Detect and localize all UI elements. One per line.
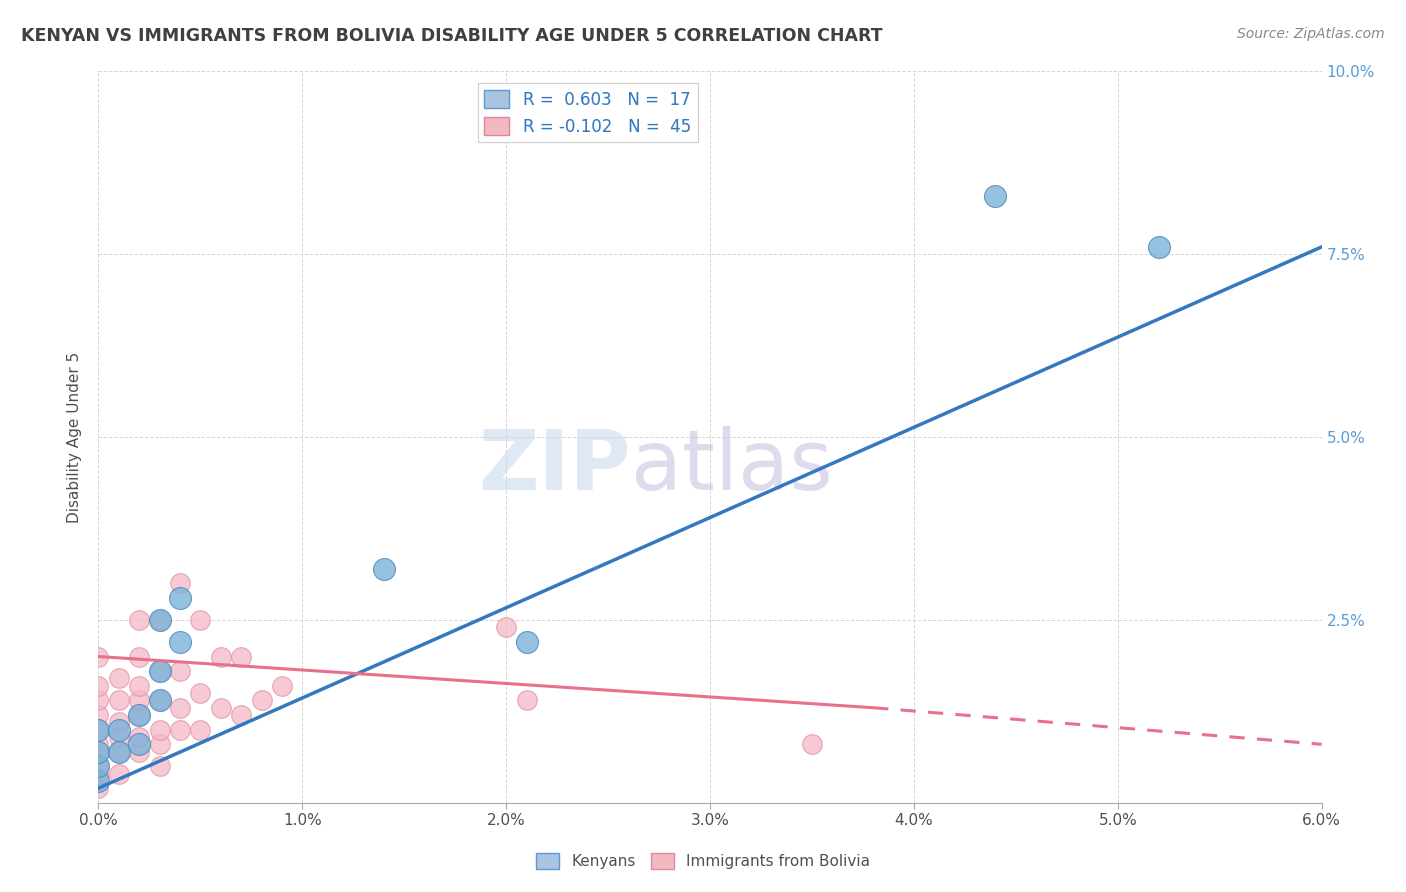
Point [169,723,191,737]
Point [149,664,172,678]
Legend: Kenyans, Immigrants from Bolivia: Kenyans, Immigrants from Bolivia [530,847,876,875]
Point [231,649,253,664]
Point [87,745,110,759]
Point [128,693,150,707]
Point [108,715,131,730]
Point [516,693,538,707]
Text: ZIP: ZIP [478,425,630,507]
Point [169,576,191,591]
Point [209,700,232,714]
Point [87,679,110,693]
Point [128,649,150,664]
Point [87,737,110,751]
Point [188,723,212,737]
Point [188,686,212,700]
Point [149,759,172,773]
Point [87,693,110,707]
Point [87,759,110,773]
Point [495,620,517,634]
Point [149,693,172,707]
Point [87,781,110,796]
Point [87,708,110,723]
Point [108,745,131,759]
Point [149,664,172,678]
Point [169,664,191,678]
Point [128,730,150,744]
Point [87,773,110,788]
Point [209,649,232,664]
Point [87,723,110,737]
Point [108,766,131,780]
Text: Source: ZipAtlas.com: Source: ZipAtlas.com [1237,27,1385,41]
Point [108,672,131,686]
Point [169,591,191,605]
Point [516,635,538,649]
Point [149,613,172,627]
Point [149,693,172,707]
Point [128,613,150,627]
Point [128,708,150,723]
Point [169,635,191,649]
Point [169,700,191,714]
Point [128,737,150,751]
Point [250,693,273,707]
Point [87,649,110,664]
Point [108,745,131,759]
Point [188,613,212,627]
Point [108,693,131,707]
Point [108,723,131,737]
Point [87,766,110,780]
Point [149,723,172,737]
Point [984,188,1007,202]
Point [1147,240,1170,254]
Point [128,679,150,693]
Point [128,745,150,759]
Point [108,730,131,744]
Point [87,745,110,759]
Point [149,737,172,751]
Point [231,708,253,723]
Text: KENYAN VS IMMIGRANTS FROM BOLIVIA DISABILITY AGE UNDER 5 CORRELATION CHART: KENYAN VS IMMIGRANTS FROM BOLIVIA DISABI… [21,27,883,45]
Point [801,737,824,751]
Point [270,679,292,693]
Point [87,759,110,773]
Point [87,723,110,737]
Text: atlas: atlas [630,425,832,507]
Y-axis label: Disability Age Under 5: Disability Age Under 5 [67,351,83,523]
Point [128,708,150,723]
Legend: R =  0.603   N =  17, R = -0.102   N =  45: R = 0.603 N = 17, R = -0.102 N = 45 [478,83,697,143]
Point [149,613,172,627]
Point [373,562,395,576]
